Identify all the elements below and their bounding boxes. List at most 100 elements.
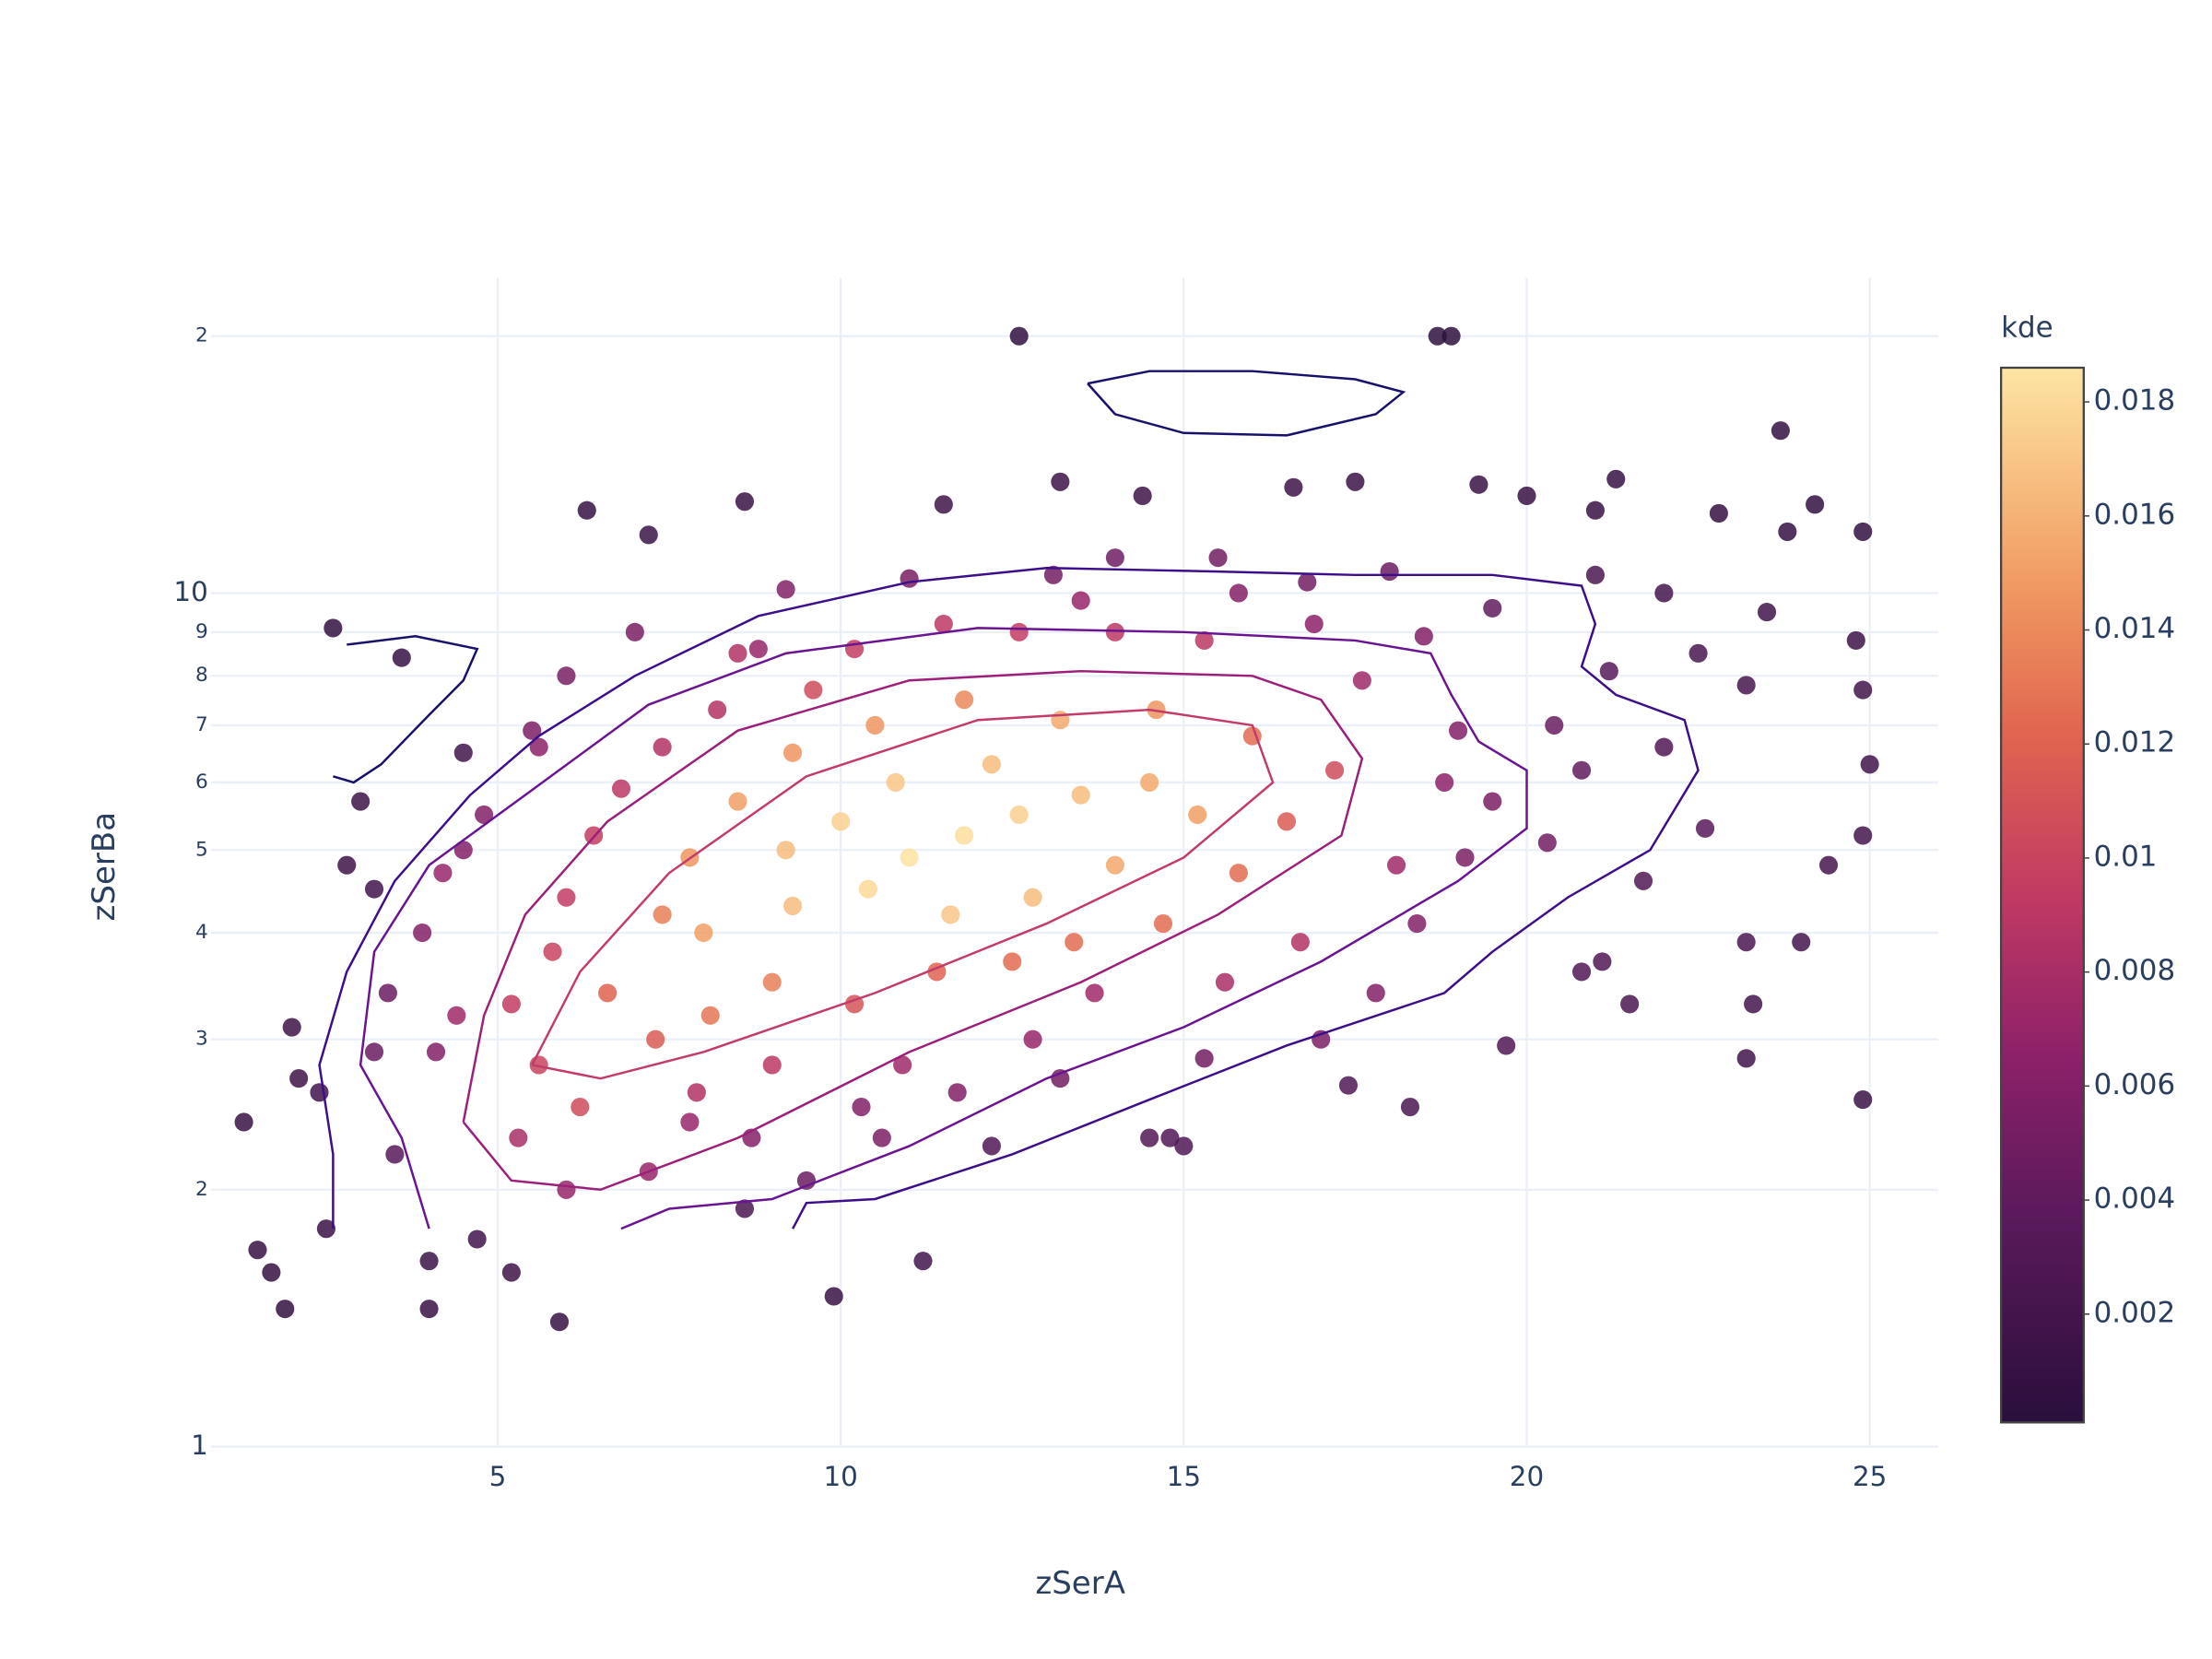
data-point bbox=[543, 942, 562, 961]
data-point bbox=[1085, 983, 1104, 1003]
data-point bbox=[1620, 994, 1640, 1014]
data-point bbox=[639, 525, 658, 545]
y-tick-label: 2 bbox=[195, 1178, 208, 1201]
data-point bbox=[653, 905, 672, 924]
data-point bbox=[955, 826, 974, 845]
x-tick-label: 10 bbox=[823, 1461, 857, 1492]
data-point bbox=[1585, 565, 1605, 584]
data-point bbox=[549, 1312, 570, 1332]
data-point bbox=[316, 1219, 335, 1239]
data-point bbox=[1188, 805, 1207, 824]
y-tick-label: 9 bbox=[195, 620, 208, 643]
data-point bbox=[783, 896, 803, 915]
data-point bbox=[1140, 772, 1159, 792]
data-point bbox=[1414, 627, 1433, 646]
data-point bbox=[1105, 622, 1124, 641]
data-point bbox=[913, 1252, 933, 1271]
data-point bbox=[1194, 1049, 1214, 1068]
data-point bbox=[748, 640, 768, 659]
data-point bbox=[509, 1128, 528, 1147]
data-point bbox=[1469, 475, 1488, 494]
data-point bbox=[413, 923, 432, 943]
data-point bbox=[1304, 614, 1324, 634]
data-point bbox=[1806, 495, 1825, 514]
data-point bbox=[1483, 598, 1502, 618]
data-point bbox=[1853, 826, 1873, 845]
data-point bbox=[577, 500, 596, 520]
data-point bbox=[982, 755, 1001, 774]
data-point bbox=[934, 614, 953, 634]
data-point bbox=[1229, 864, 1248, 883]
colorbar-tick-label: 0.016 bbox=[2094, 498, 2175, 531]
data-point bbox=[1771, 421, 1790, 441]
y-tick-label: 10 bbox=[173, 576, 207, 607]
data-point bbox=[1051, 472, 1070, 491]
data-point bbox=[1688, 643, 1708, 663]
data-point bbox=[1585, 500, 1605, 520]
data-point bbox=[1654, 583, 1674, 603]
data-point bbox=[776, 580, 795, 599]
data-point bbox=[529, 737, 548, 757]
data-point bbox=[1071, 785, 1090, 805]
data-point bbox=[364, 879, 384, 899]
data-point bbox=[475, 805, 494, 824]
data-point bbox=[982, 1136, 1001, 1156]
data-point bbox=[1792, 933, 1811, 952]
data-point bbox=[1380, 561, 1399, 582]
data-point bbox=[735, 1199, 755, 1218]
data-point bbox=[262, 1263, 281, 1282]
data-point bbox=[1407, 914, 1427, 934]
data-point bbox=[1571, 962, 1592, 982]
x-tick-label: 25 bbox=[1853, 1461, 1887, 1492]
data-point bbox=[728, 792, 747, 811]
data-point bbox=[276, 1300, 295, 1319]
data-point bbox=[419, 1300, 439, 1319]
data-point bbox=[941, 905, 960, 924]
data-point bbox=[1160, 1128, 1180, 1147]
data-point bbox=[351, 792, 371, 811]
data-point bbox=[1853, 522, 1873, 541]
data-point bbox=[1736, 1049, 1756, 1068]
y-tick-label: 5 bbox=[195, 838, 208, 861]
data-point bbox=[248, 1241, 267, 1260]
colorbar-tick-label: 0.014 bbox=[2094, 612, 2175, 645]
data-point bbox=[571, 1098, 590, 1117]
data-point bbox=[783, 743, 803, 762]
data-point bbox=[337, 855, 357, 875]
data-point bbox=[1853, 680, 1873, 700]
data-point bbox=[1366, 983, 1385, 1003]
colorbar-tick-label: 0.01 bbox=[2094, 840, 2158, 873]
y-tick-label: 1 bbox=[191, 1430, 208, 1461]
colorbar-tick-label: 0.002 bbox=[2094, 1296, 2175, 1329]
colorbar bbox=[1999, 366, 2085, 1424]
contour-line bbox=[1087, 370, 1406, 437]
data-point bbox=[1105, 855, 1124, 875]
data-point bbox=[1215, 972, 1235, 992]
data-point bbox=[1593, 952, 1612, 971]
data-point bbox=[1736, 676, 1756, 695]
data-point bbox=[762, 972, 782, 992]
colorbar-tick-label: 0.004 bbox=[2094, 1182, 2175, 1216]
data-point bbox=[955, 690, 974, 710]
data-point bbox=[708, 700, 727, 720]
contour-line bbox=[462, 669, 1364, 1192]
data-point bbox=[886, 772, 905, 792]
data-point bbox=[1483, 792, 1502, 811]
data-point bbox=[1400, 1098, 1420, 1117]
data-point bbox=[1051, 711, 1070, 730]
y-tick-label: 6 bbox=[195, 771, 208, 794]
data-point bbox=[1654, 737, 1674, 757]
data-point bbox=[865, 715, 885, 735]
data-point bbox=[1757, 603, 1777, 622]
data-point bbox=[776, 841, 795, 860]
data-point bbox=[419, 1252, 439, 1271]
data-point bbox=[453, 743, 473, 762]
x-tick-label: 20 bbox=[1510, 1461, 1544, 1492]
data-point bbox=[804, 680, 823, 700]
data-point bbox=[364, 1042, 384, 1062]
data-point bbox=[1778, 522, 1797, 541]
data-point bbox=[1153, 914, 1173, 934]
data-point bbox=[1387, 855, 1406, 875]
